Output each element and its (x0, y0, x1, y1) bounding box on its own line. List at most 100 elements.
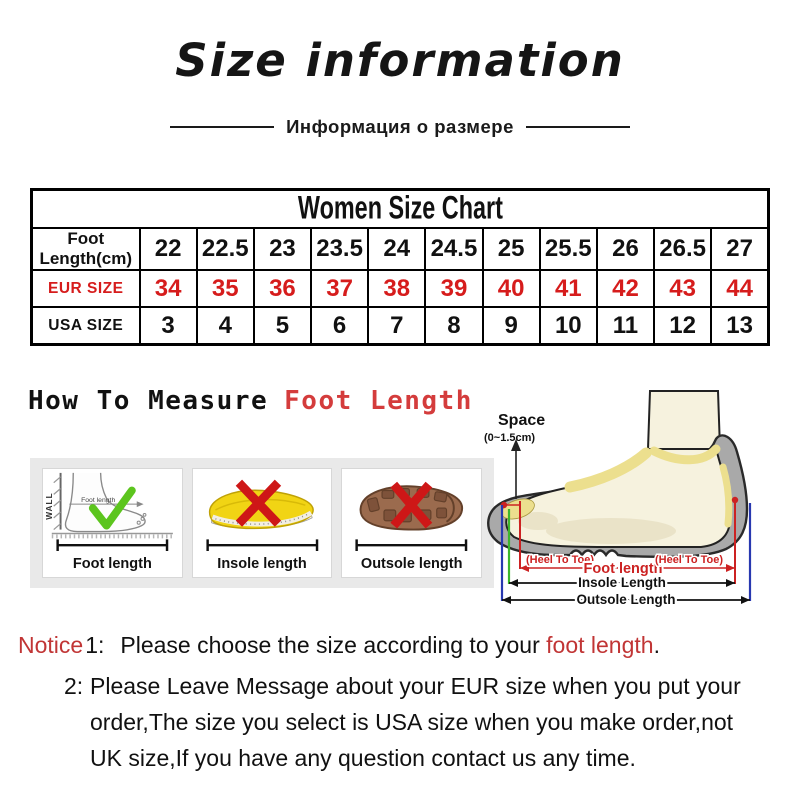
wall-hatch (53, 476, 61, 531)
foot-sketch (64, 472, 146, 533)
notice-1-text: Please choose the size according to your (120, 632, 547, 658)
notice-2-line: Please Leave Message about your EUR size… (90, 673, 741, 699)
outsole-illustration (355, 481, 468, 552)
size-cell: 34 (138, 269, 198, 308)
size-cell: 13 (710, 306, 770, 346)
arrowhead-right (726, 564, 735, 572)
size-cell: 10 (538, 306, 598, 346)
size-cell: 8 (424, 306, 484, 346)
table-title-row: Women Size Chart (30, 188, 770, 229)
size-cell: 44 (710, 269, 770, 308)
outsole-length-box-label: Outsole length (360, 556, 463, 572)
size-cell: 23 (252, 227, 313, 271)
wall-label: WALL (44, 492, 54, 519)
collar-accent (649, 444, 721, 465)
measure-bracket (56, 539, 169, 552)
arrowhead-right (741, 596, 750, 604)
size-cell: 11 (595, 306, 656, 346)
notice-label: Notice (18, 632, 84, 658)
table-row-foot-length: Foot Length(cm) 22 22.5 23 23.5 24 24.5 … (30, 227, 770, 271)
measure-bracket (355, 539, 468, 552)
size-cell: 24.5 (424, 227, 484, 271)
subtitle: Информация о размере (0, 112, 800, 142)
size-chart-title: Women Size Chart (30, 188, 770, 229)
size-cell: 24 (367, 227, 427, 271)
size-cell: 25 (481, 227, 541, 271)
foot-length-box-label: Foot length (72, 556, 152, 572)
row-label: EUR SIZE (30, 269, 141, 308)
women-size-chart: Women Size Chart Foot Length(cm) 22 22.5… (30, 188, 770, 346)
cross-icon (235, 479, 281, 527)
size-cell: 26.5 (653, 227, 713, 271)
notice-1-number: 1: (85, 632, 105, 658)
insole-length-box-label: Insole length (217, 556, 307, 572)
arrowhead-left (502, 596, 511, 604)
heel-to-toe-left-label: (Heel To Toe) (526, 554, 594, 566)
size-cell: 26 (595, 227, 656, 271)
foot-length-box: WALL Foot length Foot length (42, 468, 183, 578)
arrowhead-right (726, 579, 735, 587)
dimension-arrowhead (136, 501, 144, 508)
instep-accent (564, 447, 652, 493)
measure-bracket (206, 539, 318, 552)
foot-length-illustration: WALL Foot length (44, 472, 173, 552)
subtitle-right-rule (525, 126, 630, 128)
size-chart-title-text: Women Size Chart (297, 190, 503, 227)
leg-shape (646, 390, 722, 450)
size-cell: 42 (595, 269, 656, 308)
subtitle-text: Информация о размере (286, 116, 514, 137)
toe-detail (140, 516, 145, 521)
subtitle-left-rule (170, 126, 275, 128)
size-cell: 12 (653, 306, 713, 346)
size-cell: 36 (252, 269, 313, 308)
size-cell: 25.5 (538, 227, 598, 271)
size-cell: 5 (252, 306, 313, 346)
measure-heading: How To Measure Foot Length (28, 386, 473, 416)
insole-illustration (206, 479, 318, 552)
size-cell: 39 (424, 269, 484, 308)
toe-detail (142, 513, 147, 517)
size-cell: 7 (367, 306, 427, 346)
notice-2-line: UK size,If you have any question contact… (90, 745, 636, 771)
toe-detail (136, 520, 141, 525)
measure-heading-red: Foot Length (284, 386, 473, 416)
size-cell: 4 (195, 306, 255, 346)
size-cell: 35 (195, 269, 255, 308)
size-cell: 9 (481, 306, 541, 346)
notice-2-line: order,The size you select is USA size wh… (90, 709, 734, 735)
notice-item-1: Notice1: Please choose the size according… (18, 632, 660, 659)
outsole-heel-line (446, 493, 456, 523)
size-cell: 38 (367, 269, 427, 308)
notice-1-period: . (653, 632, 660, 658)
size-cell: 3 (138, 306, 198, 346)
insole-length-box: Insole length (191, 468, 333, 578)
space-arrowhead (511, 439, 521, 451)
heel-to-toe-right-label: (Heel To Toe) (655, 554, 723, 566)
heel-accent (719, 463, 733, 528)
size-cell: 22.5 (195, 227, 255, 271)
outsole-length-box: Outsole length (341, 468, 483, 578)
check-icon (88, 486, 136, 530)
size-cell: 37 (310, 269, 370, 308)
size-cell: 43 (653, 269, 713, 308)
outsole-length-label: Outsole Length (577, 592, 676, 607)
inner-foot-length-label: Foot length (81, 497, 115, 504)
size-cell: 40 (481, 269, 541, 308)
page-title: Size information (175, 34, 625, 87)
arrowhead-left (509, 579, 518, 587)
size-cell: 41 (538, 269, 598, 308)
measure-boxes: WALL Foot length Foot length (30, 458, 494, 588)
shoe-measure-diagram: Space (0~1.5cm) (Heel To Toe) Foot lengt… (476, 388, 800, 622)
space-label: Space (498, 412, 545, 429)
cross-icon (390, 481, 433, 529)
table-row-eur-size: EUR SIZE 34 35 36 37 38 39 40 41 42 43 4… (30, 269, 770, 308)
measure-heading-black: How To Measure (28, 386, 269, 416)
arrowhead-left (520, 564, 529, 572)
insole-length-label: Insole Length (578, 575, 666, 590)
size-cell: 22 (138, 227, 198, 271)
foot-shading (546, 518, 676, 544)
size-cell: 27 (710, 227, 770, 271)
space-range-label: (0~1.5cm) (484, 432, 535, 444)
notice-2-number: 2: (64, 673, 84, 699)
